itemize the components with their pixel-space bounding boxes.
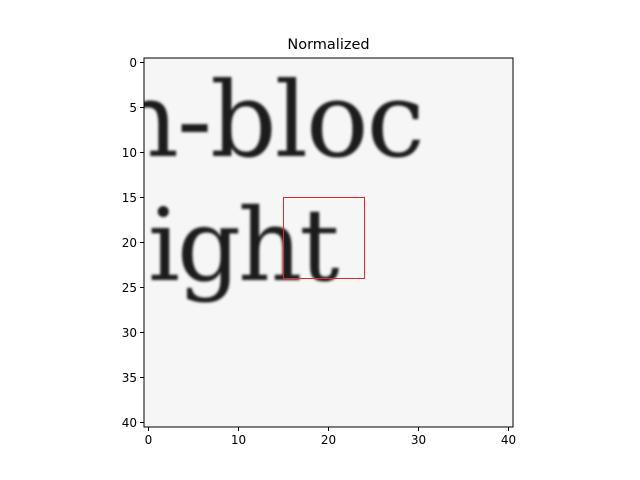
y-tick-label: 15 xyxy=(122,191,137,205)
chart-title: Normalized xyxy=(287,37,369,53)
highlight-box xyxy=(283,197,365,279)
x-tick-label: 40 xyxy=(501,433,516,447)
y-tick-label: 20 xyxy=(122,236,137,250)
y-axis: 0 5 10 15 20 25 30 35 40 xyxy=(122,56,144,430)
y-tick-label: 30 xyxy=(122,326,137,340)
y-tick-label: 10 xyxy=(122,146,137,160)
y-tick-label: 40 xyxy=(122,416,137,430)
x-tick-label: 30 xyxy=(411,433,426,447)
image-text-line-1: n-bloc xyxy=(112,59,423,181)
x-tick-label: 10 xyxy=(231,433,246,447)
image-area: n-bloc ight xyxy=(112,58,513,427)
y-tick-label: 0 xyxy=(129,56,137,70)
image-text-line-2: ight xyxy=(148,187,339,304)
y-tick-label: 5 xyxy=(129,101,137,115)
x-axis: 0 10 20 30 40 xyxy=(145,427,516,447)
image-background xyxy=(144,58,513,427)
y-tick-label: 35 xyxy=(122,371,137,385)
image-text-pixels: n-bloc ight xyxy=(112,59,425,304)
x-tick-label: 0 xyxy=(145,433,153,447)
y-tick-label: 25 xyxy=(122,281,137,295)
x-tick-label: 20 xyxy=(321,433,336,447)
